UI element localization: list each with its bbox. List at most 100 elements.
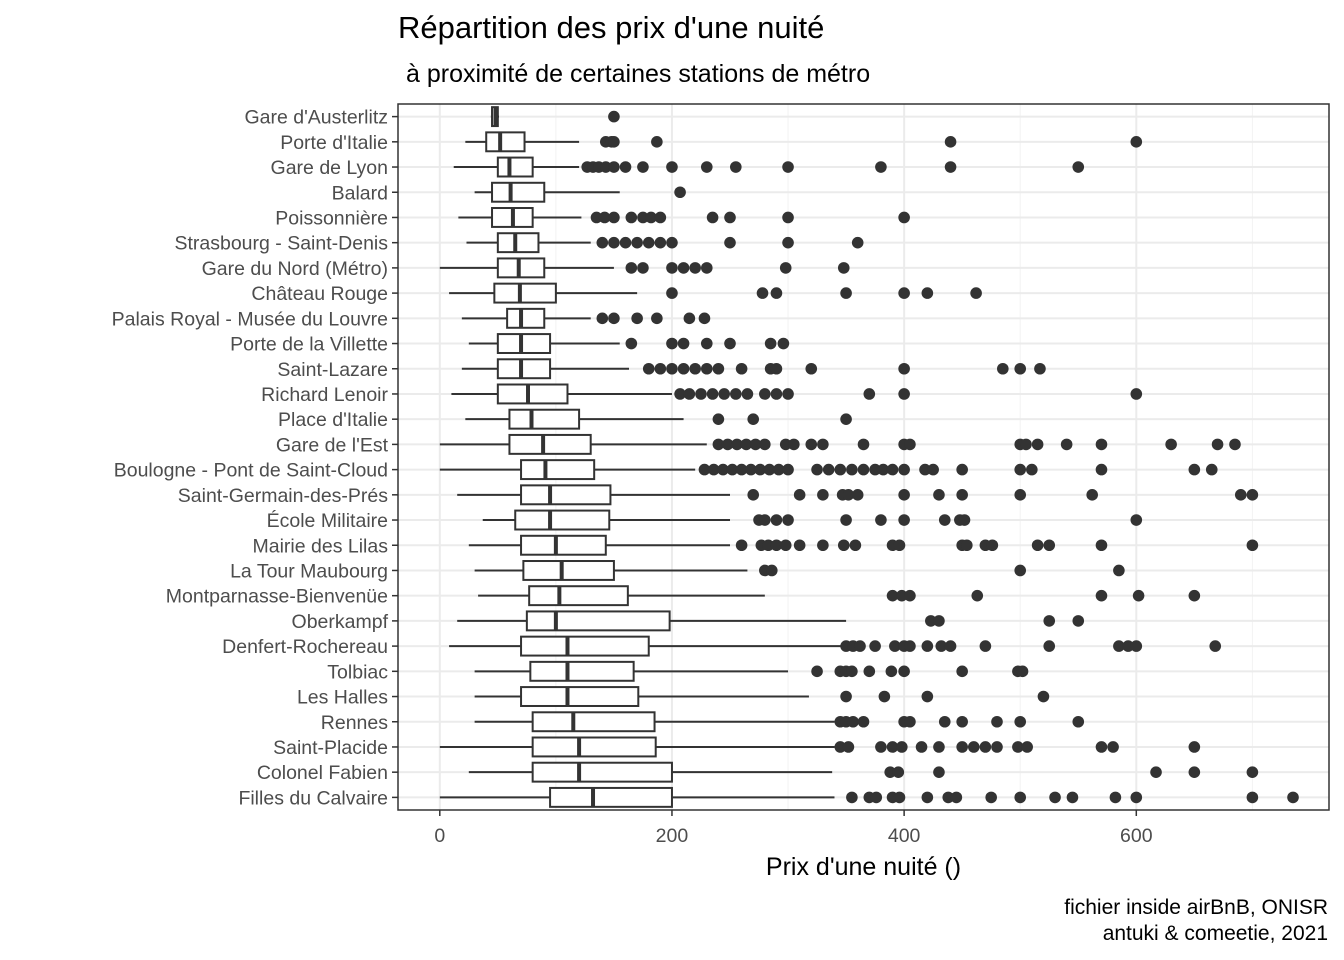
y-tick-label: Saint-Lazare [277,359,388,381]
outlier-point [1014,715,1027,728]
outlier-point [782,463,794,476]
outlier-point [1113,564,1125,577]
outlier-point [666,362,678,375]
outlier-point [956,489,968,501]
outlier-point [759,438,771,451]
outlier-point [608,236,620,249]
outlier-point [765,564,778,577]
outlier-point [747,413,760,425]
outlier-point [933,615,945,627]
outlier-point [730,388,742,400]
outlier-point [877,463,890,476]
outlier-point [1072,615,1085,627]
y-tick-label: Mairie des Lilas [253,535,389,557]
y-tick-label: Oberkampf [292,611,389,633]
outlier-point [1043,640,1056,652]
y-tick-label: La Tour Maubourg [230,560,388,582]
box-iqr [496,257,546,279]
outlier-point [1020,438,1032,451]
chart-subtitle: à proximité de certaines stations de mét… [406,60,871,88]
outlier-point [1072,161,1085,173]
outlier-point [898,362,910,375]
outlier-point [834,741,847,753]
outlier-point [840,287,852,299]
outlier-point [817,489,829,501]
outlier-point [598,211,611,224]
outlier-point [770,388,783,400]
outlier-point [674,186,686,199]
outlier-point [1150,766,1162,778]
x-tick-label: 0 [434,825,445,847]
outlier-point [884,766,896,778]
outlier-point [875,741,887,753]
box-iqr [506,307,546,329]
box-iqr [508,433,592,455]
outlier-point [747,489,760,501]
outlier-point [698,312,711,325]
outlier-point [1037,690,1050,703]
outlier-point [1229,438,1241,451]
outlier-point [849,539,862,552]
outlier-point [637,211,649,224]
outlier-point [933,766,945,778]
outlier-point [608,161,620,173]
outlier-point [1034,362,1046,375]
outlier-point [854,640,866,652]
box-iqr [493,282,557,304]
box-iqr [531,736,657,758]
y-tick-label: Palais Royal - Musée du Louvre [112,308,388,330]
outlier-point [1014,362,1027,375]
outlier-point [1211,438,1224,451]
outlier-point [645,211,657,224]
y-tick-label: Montparnasse-Bienvenüe [166,586,388,608]
outlier-point [805,362,818,375]
outlier-point [625,262,638,274]
outlier-point [898,463,910,476]
outlier-point [1132,589,1145,602]
outlier-point [991,715,1003,728]
outlier-point [805,438,818,451]
outlier-point [1031,539,1044,552]
outlier-point [1031,438,1044,451]
outlier-point [944,640,957,652]
outlier-point [811,665,823,678]
outlier-point [979,741,992,753]
outlier-point [898,388,910,400]
outlier-point [1014,791,1027,804]
outlier-point [674,388,686,400]
outlier-point [886,589,899,602]
outlier-point [1165,438,1177,451]
outlier-point [706,211,719,224]
outlier-point [700,262,713,274]
outlier-point [608,136,620,148]
outlier-point [718,388,730,400]
outlier-point [793,489,806,501]
outlier-point [759,388,771,400]
outlier-point [735,362,748,375]
box-iqr [496,232,540,254]
y-tick-label: Richard Lenoir [261,384,388,406]
outlier-point [944,161,957,173]
outlier-point [967,741,980,753]
y-tick-label: Les Halles [297,687,388,709]
box-iqr [520,459,596,481]
outlier-point [842,741,855,753]
box-iqr [520,635,650,657]
box-iqr [508,408,581,430]
outlier-point [834,463,847,476]
outlier-point [700,161,713,173]
outlier-point [851,236,864,249]
outlier-point [749,438,762,451]
outlier-point [837,262,850,274]
outlier-point [956,463,968,476]
outlier-point [919,463,931,476]
box-iqr [491,181,546,203]
outlier-point [1060,438,1073,451]
outlier-point [745,463,757,476]
outlier-point [1021,741,1033,753]
box-iqr [520,484,612,506]
outlier-point [735,463,748,476]
outlier-point [869,640,881,652]
outlier-point [1014,564,1027,577]
y-tick-label: Porte d'Italie [280,132,388,154]
